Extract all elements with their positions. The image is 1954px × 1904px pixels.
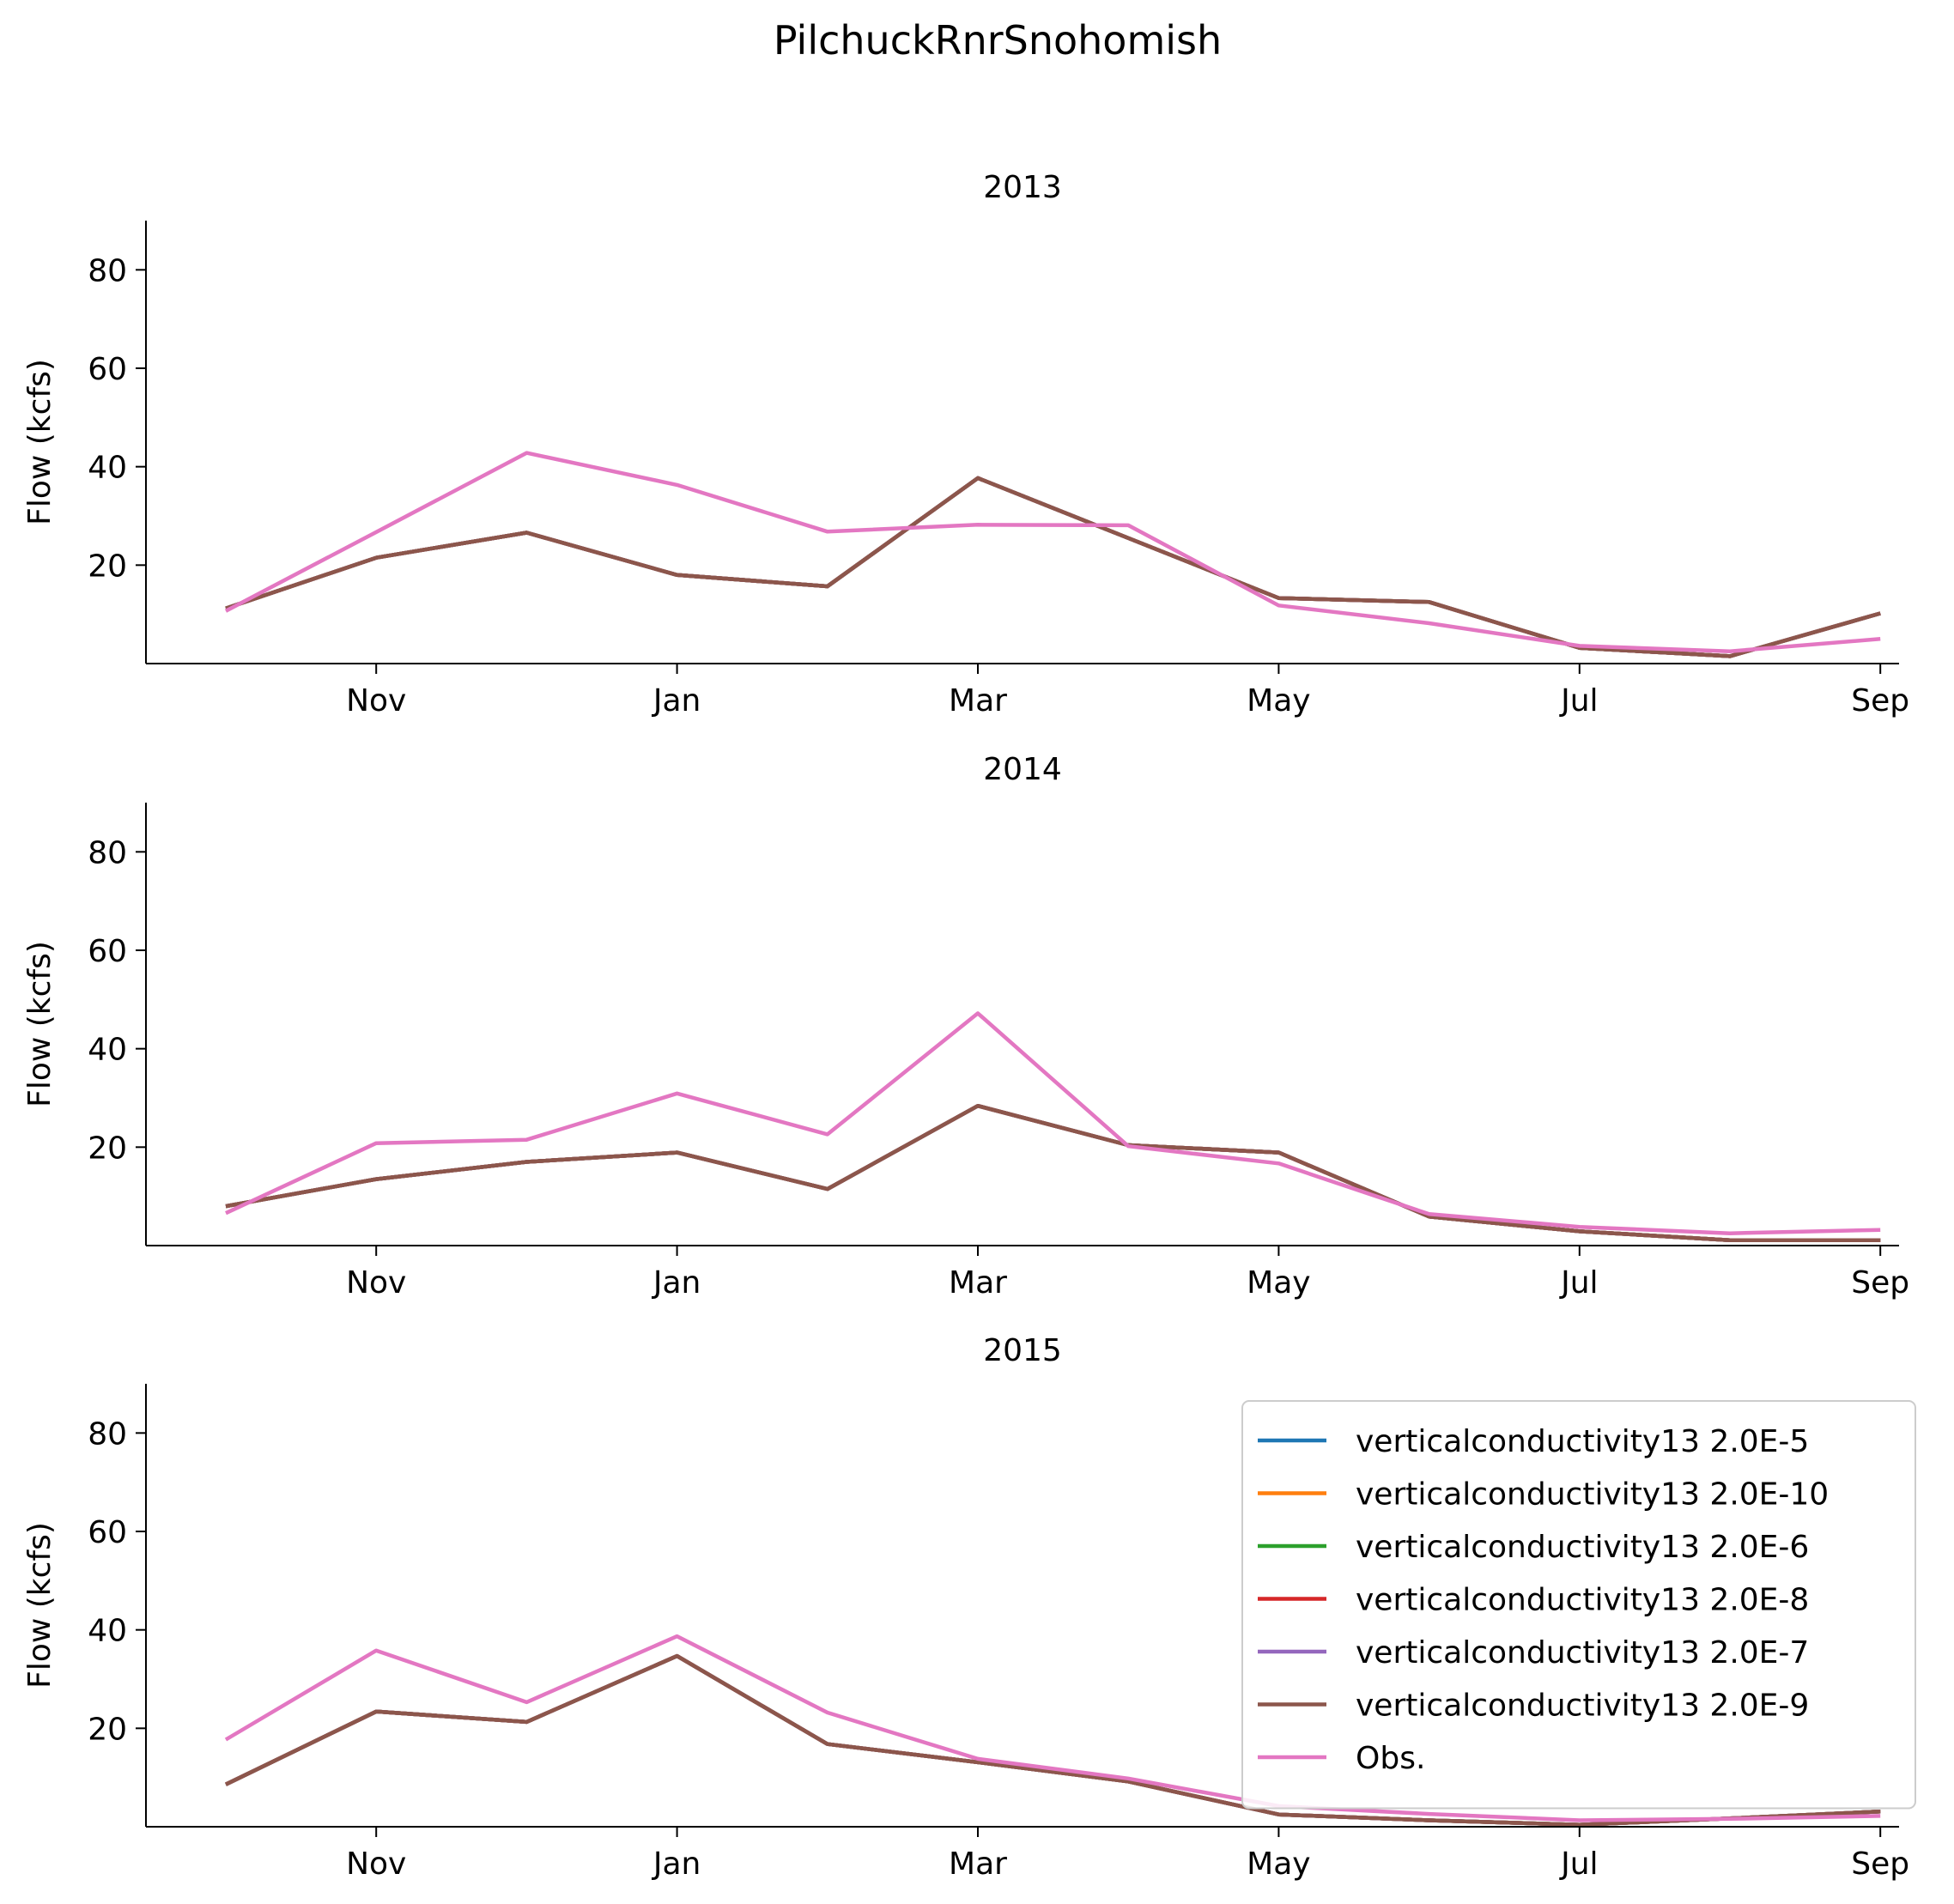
x-tick-label: Nov <box>346 683 406 719</box>
legend-entry-label: verticalconductivity13 2.0E-5 <box>1356 1424 1809 1459</box>
x-tick-label: Jul <box>1559 1265 1598 1301</box>
y-axis-label: Flow (kcfs) <box>22 1522 58 1689</box>
panel-title: 2015 <box>983 1333 1062 1368</box>
x-tick-label: Jan <box>652 683 701 719</box>
x-tick-label: May <box>1247 1265 1310 1301</box>
x-tick-label: Sep <box>1851 683 1909 719</box>
panel-2013: 2013 Flow (kcfs) 20 40 60 80 Nov Jan Mar May Jul Se… <box>22 170 1909 719</box>
panel-2014: 2014 Flow (kcfs) 20 40 60 80 Nov Jan Mar May Jul Se… <box>22 752 1909 1301</box>
y-tick-label: 40 <box>88 1033 127 1068</box>
series-line-obs <box>224 1634 1881 1822</box>
x-tick-label: Jan <box>652 1265 701 1301</box>
series-line-verticalconductivity13-2-0e-9 <box>225 1103 1881 1242</box>
y-tick-label: 60 <box>88 352 127 387</box>
x-tick-label: Jul <box>1559 1846 1598 1882</box>
legend-entry-label: verticalconductivity13 2.0E-9 <box>1356 1689 1809 1724</box>
panel-title: 2014 <box>983 752 1062 787</box>
x-tick-label: Sep <box>1851 1265 1909 1301</box>
y-tick-label: 80 <box>88 835 127 870</box>
series-line-verticalconductivity13-2-0e-9 <box>225 476 1881 658</box>
x-tick-label: Mar <box>949 683 1007 719</box>
legend-entry-label: verticalconductivity13 2.0E-6 <box>1356 1530 1809 1565</box>
panel-title: 2013 <box>983 170 1062 205</box>
x-tick-label: Jul <box>1559 683 1598 719</box>
legend-entry-label: verticalconductivity13 2.0E-7 <box>1356 1635 1809 1671</box>
x-tick-label: May <box>1247 1846 1310 1882</box>
legend-frame <box>1241 1400 1916 1810</box>
legend-entry-label: Obs. <box>1356 1741 1425 1776</box>
y-tick-label: 20 <box>88 549 127 584</box>
y-tick-label: 80 <box>88 1416 127 1452</box>
y-tick-label: 40 <box>88 451 127 486</box>
y-tick-label: 60 <box>88 934 127 969</box>
y-tick-label: 20 <box>88 1712 127 1747</box>
y-tick-label: 40 <box>88 1614 127 1649</box>
legend-entry-label: verticalconductivity13 2.0E-8 <box>1356 1583 1809 1618</box>
x-tick-label: Nov <box>346 1846 406 1882</box>
x-tick-label: May <box>1247 683 1310 719</box>
y-axis-label: Flow (kcfs) <box>22 359 58 525</box>
legend: verticalconductivity13 2.0E-5 verticalcon… <box>1241 1400 1916 1810</box>
series-line-obs <box>224 451 1881 653</box>
y-tick-label: 20 <box>88 1131 127 1166</box>
x-tick-label: Sep <box>1851 1846 1909 1882</box>
x-tick-label: Jan <box>652 1846 701 1882</box>
panel-2015: 2015 Flow (kcfs) 20 40 60 80 Nov Jan Mar May Jul Se… <box>22 1333 1909 1882</box>
x-tick-label: Mar <box>949 1846 1007 1882</box>
figure-suptitle: PilchuckRnrSnohomish <box>774 17 1222 64</box>
panels: 2013 Flow (kcfs) 20 40 60 80 Nov Jan Mar May Jul Se… <box>22 170 1909 1882</box>
x-tick-label: Mar <box>949 1265 1007 1301</box>
x-tick-label: Nov <box>346 1265 406 1301</box>
y-tick-label: 60 <box>88 1515 127 1550</box>
y-axis-label: Flow (kcfs) <box>22 941 58 1107</box>
legend-entry-label: verticalconductivity13 2.0E-10 <box>1356 1477 1829 1513</box>
series-line-verticalconductivity13-2-0e-9 <box>225 1653 1881 1827</box>
y-tick-label: 80 <box>88 253 127 288</box>
series-line-obs <box>225 1011 1881 1235</box>
